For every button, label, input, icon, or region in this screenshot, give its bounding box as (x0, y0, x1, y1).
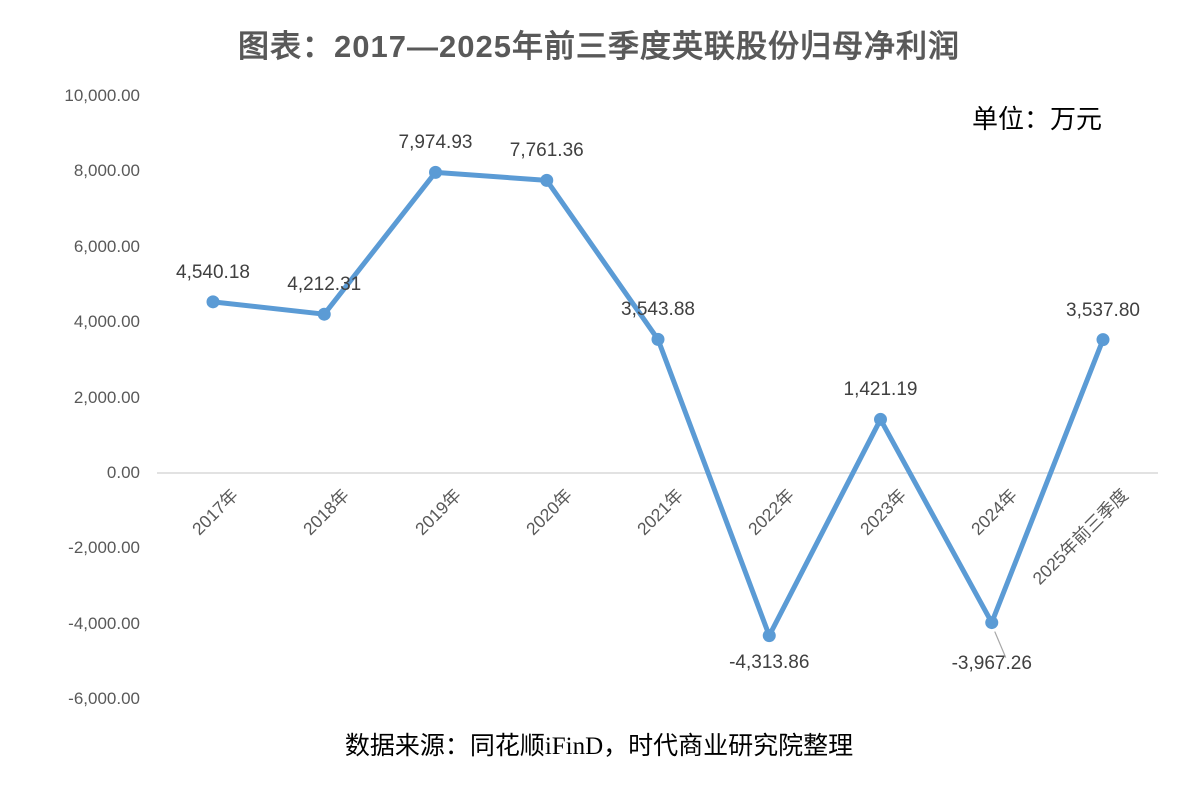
y-axis-tick-label: 0.00 (106, 463, 140, 482)
data-point-marker (1096, 333, 1110, 347)
net-profit-line-series (210, 169, 1106, 639)
data-point-label: 1,421.19 (843, 379, 918, 401)
data-point-label: 4,212.31 (287, 274, 362, 296)
data-point-label: 3,543.88 (621, 299, 695, 321)
y-axis-tick-label: 6,000.00 (73, 236, 140, 256)
y-axis-tick-label: -6,000.00 (68, 689, 140, 709)
data-point-marker (651, 332, 665, 346)
data-point-marker (762, 629, 776, 643)
data-point-label: 3,537.80 (1066, 299, 1140, 321)
chart-title: 图表：2017—2025年前三季度英联股份归母净利润 (238, 29, 960, 64)
data-point-marker (429, 165, 442, 179)
data-point-label: 4,540.18 (176, 261, 250, 283)
data-point-marker (874, 412, 887, 426)
y-axis-tick-label: 4,000.00 (73, 312, 140, 332)
data-point-label: 7,974.93 (398, 132, 473, 154)
source-note: 数据来源：同花顺iFinD，时代商业研究院整理 (344, 733, 854, 760)
y-axis-tick-label: 10,000.00 (64, 86, 140, 105)
data-point-marker (317, 307, 331, 321)
data-point-label: -4,313.86 (729, 651, 810, 673)
y-axis-tick-label: 8,000.00 (73, 161, 140, 181)
data-point-marker (206, 295, 220, 309)
data-point-label: -3,967.26 (951, 652, 1032, 674)
y-axis-tick-label: -2,000.00 (68, 538, 140, 558)
data-point-marker (540, 173, 554, 187)
data-label-leader-line (994, 631, 1007, 658)
data-point-marker (985, 616, 999, 630)
unit-label: 单位：万元 (971, 105, 1102, 134)
y-axis-tick-label: 2,000.00 (73, 387, 140, 407)
y-axis-tick-label: -4,000.00 (68, 613, 140, 633)
data-point-label: 7,761.36 (509, 140, 584, 162)
